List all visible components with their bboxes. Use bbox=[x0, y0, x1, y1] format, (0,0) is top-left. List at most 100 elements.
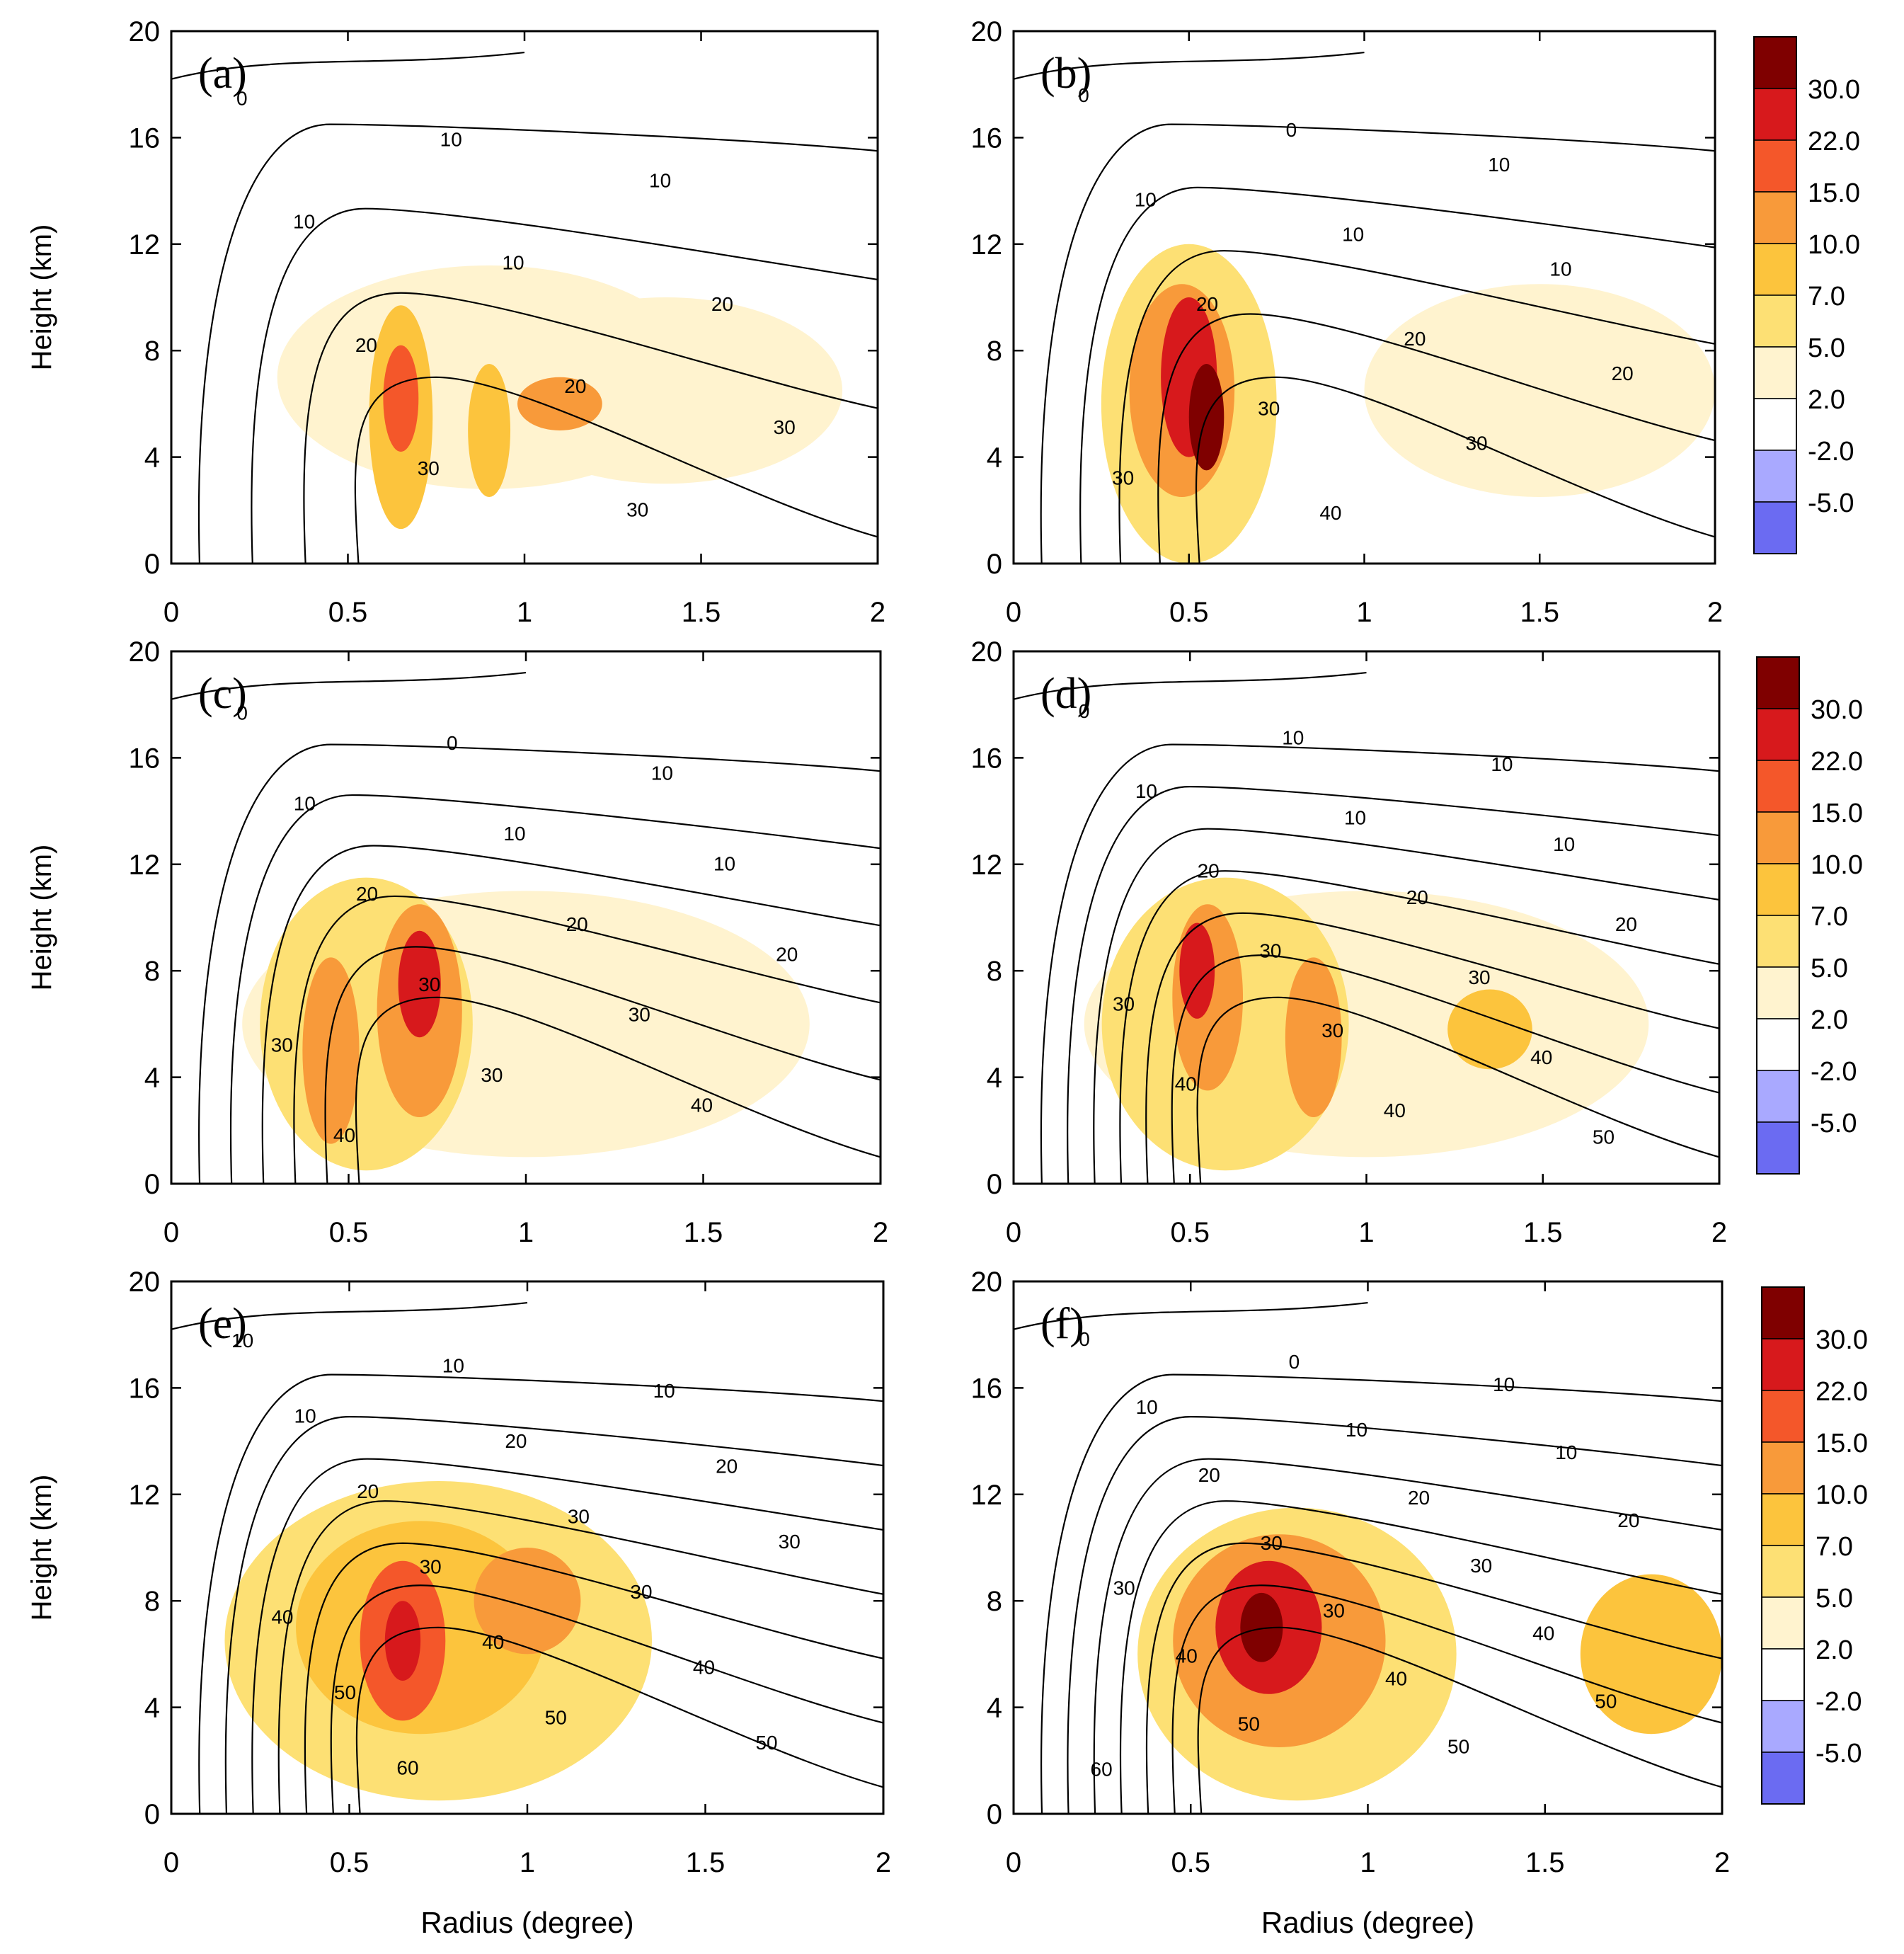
colorbar-label: -2.0 bbox=[1808, 437, 1854, 467]
y-tick-label: 16 bbox=[129, 743, 161, 774]
contour-label: 40 bbox=[1384, 1099, 1406, 1121]
x-tick-label: 0 bbox=[164, 597, 179, 628]
contour-line-0 bbox=[198, 1373, 883, 1814]
panel-4: 1010101020202030303030404040505050600481… bbox=[26, 1267, 891, 1939]
shade-blob-5 bbox=[517, 377, 602, 431]
contour-label: 10 bbox=[651, 762, 673, 784]
shade-blob-3 bbox=[1240, 1592, 1283, 1662]
contour-label: 40 bbox=[1319, 502, 1341, 524]
contour-label: 40 bbox=[1175, 1073, 1197, 1095]
contour-label: 20 bbox=[357, 1480, 379, 1502]
shade-blob-3 bbox=[384, 1601, 421, 1681]
contour-label: 20 bbox=[566, 913, 588, 935]
y-tick-label: 8 bbox=[987, 1586, 1002, 1617]
contour-label: 40 bbox=[1176, 1645, 1198, 1667]
y-tick-label: 16 bbox=[971, 1373, 1003, 1404]
x-tick-label: 0.5 bbox=[1169, 597, 1209, 628]
colorbar-label: 7.0 bbox=[1816, 1532, 1853, 1562]
x-axis-label: Radius (degree) bbox=[420, 1906, 633, 1939]
shading bbox=[242, 877, 810, 1171]
contour-label: 10 bbox=[1553, 833, 1575, 855]
y-tick-label: 4 bbox=[987, 442, 1002, 474]
x-tick-label: 1.5 bbox=[684, 1217, 723, 1248]
contour-line-6 bbox=[1196, 996, 1719, 1184]
contour-label: 10 bbox=[231, 1330, 253, 1352]
colorbar-label: -2.0 bbox=[1811, 1057, 1857, 1087]
contour-label: 50 bbox=[1238, 1713, 1260, 1735]
contour-line-3 bbox=[277, 1500, 883, 1814]
y-tick-label: 20 bbox=[971, 1267, 1003, 1298]
x-tick-label: 1 bbox=[1360, 1847, 1375, 1878]
contour-line-5 bbox=[330, 1584, 883, 1814]
contour-label: 10 bbox=[1488, 154, 1510, 176]
contour-label: 10 bbox=[1555, 1441, 1577, 1463]
shade-blob-4 bbox=[474, 1548, 581, 1655]
contour-label: 40 bbox=[482, 1631, 504, 1653]
y-tick-label: 16 bbox=[971, 743, 1003, 774]
colorbar-frame bbox=[1761, 1286, 1805, 1805]
colorbar-swatch bbox=[1761, 1286, 1805, 1339]
contour-line-4 bbox=[1195, 376, 1715, 564]
x-tick-label: 2 bbox=[1707, 597, 1723, 628]
contour-line-4 bbox=[1145, 1542, 1722, 1814]
contour-label: 20 bbox=[1617, 1509, 1639, 1531]
contour-label: 40 bbox=[691, 1094, 713, 1116]
x-tick-label: 1 bbox=[518, 1217, 534, 1248]
x-tick-label: 1 bbox=[1358, 1217, 1374, 1248]
contour-label: 0 bbox=[1079, 700, 1090, 722]
colorbar-swatch bbox=[1761, 1596, 1805, 1650]
colorbar-label: 5.0 bbox=[1816, 1584, 1853, 1613]
y-tick-label: 16 bbox=[129, 122, 161, 154]
y-axis-label: Height (km) bbox=[26, 1475, 57, 1621]
contour-label: 30 bbox=[1321, 1019, 1343, 1041]
colorbar-swatch bbox=[1753, 36, 1797, 89]
colorbar-swatch bbox=[1753, 295, 1797, 348]
contour-label: 50 bbox=[334, 1681, 356, 1703]
y-tick-label: 0 bbox=[144, 1169, 160, 1200]
contour-label: 30 bbox=[779, 1531, 801, 1553]
contour-label: 10 bbox=[1344, 806, 1366, 828]
x-tick-label: 0 bbox=[1006, 597, 1021, 628]
contour-label: 40 bbox=[1385, 1668, 1407, 1690]
contours bbox=[1014, 51, 1715, 564]
colorbar-swatch bbox=[1756, 966, 1800, 1019]
panel-0: 0 10 10 10 10 20 20 20 30 30 30 0 4 8 12 16 20 0 0.5 1 1.5 2 H… bbox=[26, 16, 885, 628]
shade-blob-4 bbox=[1580, 1574, 1722, 1735]
contour-label: 0 bbox=[1286, 119, 1297, 141]
contour-label: 30 bbox=[418, 457, 440, 479]
contour-line-5 bbox=[1171, 1584, 1722, 1814]
panel-label: (f) bbox=[1040, 1300, 1084, 1348]
contour-line-zero bbox=[1014, 51, 1365, 80]
contour-line-2 bbox=[303, 292, 878, 564]
y-tick-label: 8 bbox=[144, 1586, 160, 1617]
colorbar-label: -2.0 bbox=[1816, 1687, 1862, 1717]
shading bbox=[1084, 877, 1649, 1171]
contours bbox=[1014, 671, 1719, 1184]
contour-line-4 bbox=[1145, 912, 1719, 1184]
colorbar-label: 5.0 bbox=[1811, 954, 1848, 983]
x-tick-label: 1.5 bbox=[1520, 597, 1559, 628]
x-tick-label: 1 bbox=[517, 597, 532, 628]
contour-label: 10 bbox=[1135, 188, 1157, 210]
y-tick-label: 4 bbox=[144, 1693, 160, 1724]
contour-label: 40 bbox=[1532, 1623, 1554, 1645]
contour-label: 30 bbox=[1113, 993, 1135, 1015]
x-tick-label: 0.5 bbox=[1170, 1217, 1210, 1248]
contour-label: 30 bbox=[1261, 1532, 1283, 1554]
contour-line-2 bbox=[261, 845, 881, 1184]
colorbar-swatch bbox=[1753, 450, 1797, 503]
colorbar-label: -5.0 bbox=[1811, 1109, 1857, 1138]
contour-label: 10 bbox=[442, 1354, 464, 1376]
contour-label: 20 bbox=[1408, 1487, 1430, 1509]
x-tick-label: 1.5 bbox=[686, 1847, 726, 1878]
colorbar-frame bbox=[1756, 656, 1800, 1175]
x-tick-label: 2 bbox=[876, 1847, 891, 1878]
y-tick-label: 20 bbox=[129, 636, 161, 668]
panel-3: 0101010101020202030303030404040500481216… bbox=[971, 636, 1728, 1248]
y-tick-label: 12 bbox=[971, 229, 1003, 261]
contour-label: 40 bbox=[333, 1124, 355, 1146]
x-axis-label: Radius (degree) bbox=[1261, 1906, 1474, 1939]
y-tick-label: 12 bbox=[971, 1480, 1003, 1511]
shade-blob-4 bbox=[468, 364, 511, 497]
